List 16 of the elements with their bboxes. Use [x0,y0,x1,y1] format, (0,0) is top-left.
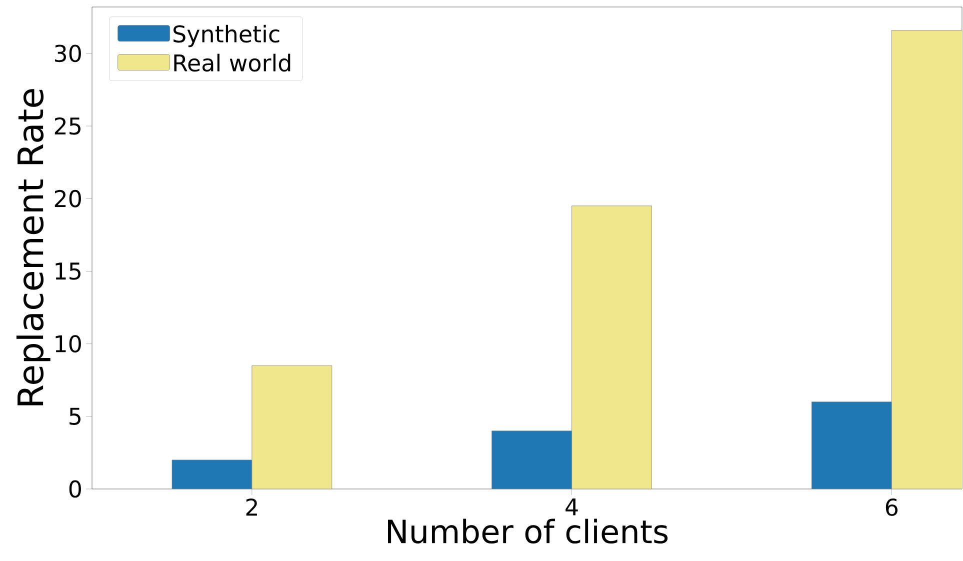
y-tick-label: 25 [54,117,80,135]
bar [572,206,652,489]
x-tick-label: 4 [566,498,578,516]
bar [252,365,332,489]
legend-label: Synthetic [174,24,280,48]
y-tick-label: 15 [56,262,80,280]
x-tick-label: 6 [886,498,898,516]
y-axis-title: Replacement Rate [16,89,50,406]
y-tick-label: 30 [54,44,81,62]
y-tick-label: 5 [70,408,80,425]
y-tick-label: 0 [69,480,81,498]
y-tick-label: 20 [54,190,81,208]
x-axis-title: Number of clients [388,518,668,544]
legend-label: Real world [174,54,290,72]
y-tick-label: 10 [56,335,81,353]
x-tick-label: 2 [246,498,257,516]
